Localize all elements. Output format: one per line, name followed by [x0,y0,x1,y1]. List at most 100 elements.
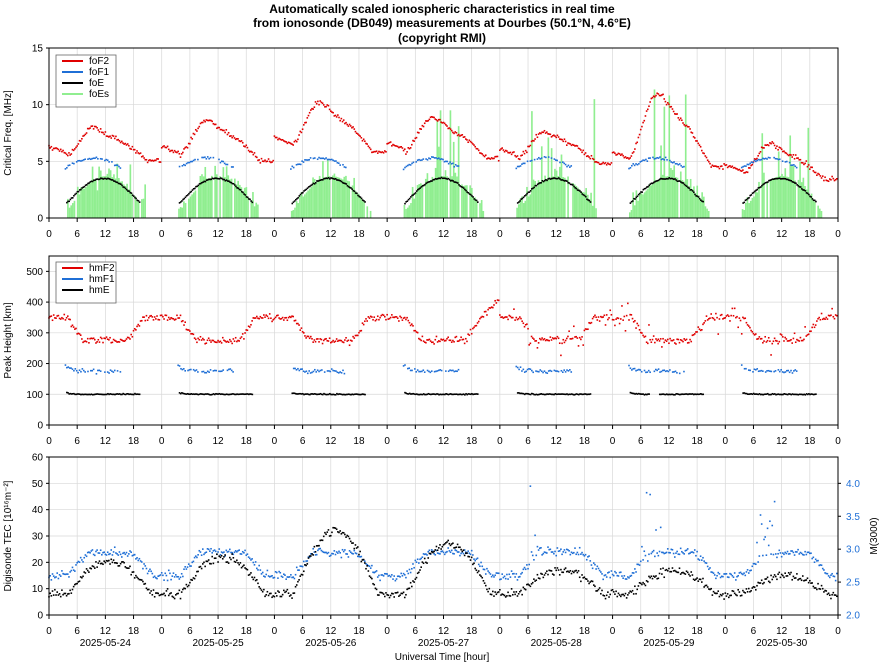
hmF2-point [344,339,346,341]
foF2-point [466,139,468,141]
tec-point [78,580,81,583]
foE-point [236,187,238,189]
tec-point [165,590,168,592]
tec-point [157,592,159,595]
foEs-bar [318,175,321,218]
hmE-point [567,393,569,396]
foEs-bar [179,207,182,218]
foF2-point [317,100,319,103]
foF2-point [630,155,633,157]
tec-point [639,582,642,585]
m3000-point [755,563,757,566]
m3000-point [412,563,414,565]
m3000-point [364,560,366,563]
foF2-point [66,154,69,157]
m3000-point [778,549,781,552]
m3000-point [151,572,154,575]
foF2-point [554,135,556,137]
foF2-point [557,136,560,138]
foE-point [795,182,797,185]
tec-point [690,571,693,573]
foF2-point [403,148,406,150]
hmF2-point [708,317,710,320]
m3000-point [523,566,526,569]
foE-point [472,196,474,198]
foF2-point [136,150,138,152]
foEs-bar [184,203,187,218]
hmF2-point [110,341,113,344]
hmF2-point [621,305,623,307]
hmF2-point [507,318,509,321]
m3000-point [792,551,795,554]
foF1-point [740,166,743,169]
foF2-point [702,152,704,154]
hmE-point [430,393,432,396]
hmF1-point [111,370,113,373]
tec-point [792,575,795,578]
m3000-point [657,554,660,557]
hmF2-point [675,343,677,345]
tec-point [602,594,604,597]
hmF2-point [678,341,681,344]
tec-point [202,563,204,565]
hmE-point [138,393,141,396]
hmE-point [345,393,348,396]
m3000-point [313,551,316,553]
tec-point [546,570,548,573]
tec-point [832,591,835,594]
foEs-bar [805,189,808,218]
hmF1-point [407,367,409,370]
foF2-point [383,150,386,152]
m3000-point [555,554,558,557]
hmF1-point [564,371,567,373]
tec-point [351,542,353,544]
hmE-point [775,393,777,396]
m3000-point [300,565,303,568]
foE-point [250,200,252,202]
hmF2-point [516,318,519,321]
foF2-point [285,141,287,143]
m3000-point [78,561,81,563]
foF1-point [312,157,315,160]
tec-point [642,581,644,584]
foF2-point [495,155,498,158]
m3000-point [441,550,444,552]
m3000-point [481,565,484,568]
tec-point [193,577,196,580]
hmE-point [768,393,770,396]
hmF2-point [723,317,725,319]
hmF1-point [453,370,456,373]
hmE-point [237,393,240,396]
hmF2-point [52,314,55,316]
m3000-point [231,551,233,554]
hmF1-point [570,371,573,373]
foF2-point [206,119,209,122]
foF2-point [366,143,368,145]
m3000-point [72,569,75,571]
hmF1-point [752,371,754,373]
hmF2-point [751,330,754,333]
foF2-point [476,148,479,150]
hmF1-point [78,369,81,372]
hmF2-point [778,340,781,343]
foEs-bar [642,194,644,218]
foE-point [639,192,641,195]
tec-point [543,574,546,576]
y-tick-label: 100 [26,390,43,401]
tec-point [415,576,418,579]
foF2-point [221,129,224,132]
hmE-point [292,392,295,394]
hmF1-point [674,370,677,373]
hmF2-point [212,339,215,342]
hmF2-point [290,316,292,319]
tec-point [638,582,641,584]
foE-point [801,188,803,190]
hmE-point [678,393,681,396]
tec-point [241,565,244,568]
hmE-point [179,392,182,395]
hmF2-point [248,326,251,328]
foF1-point [429,158,432,160]
hmF1-point [221,370,223,373]
hmF2-point [393,316,395,319]
foEs-bar [73,200,76,218]
